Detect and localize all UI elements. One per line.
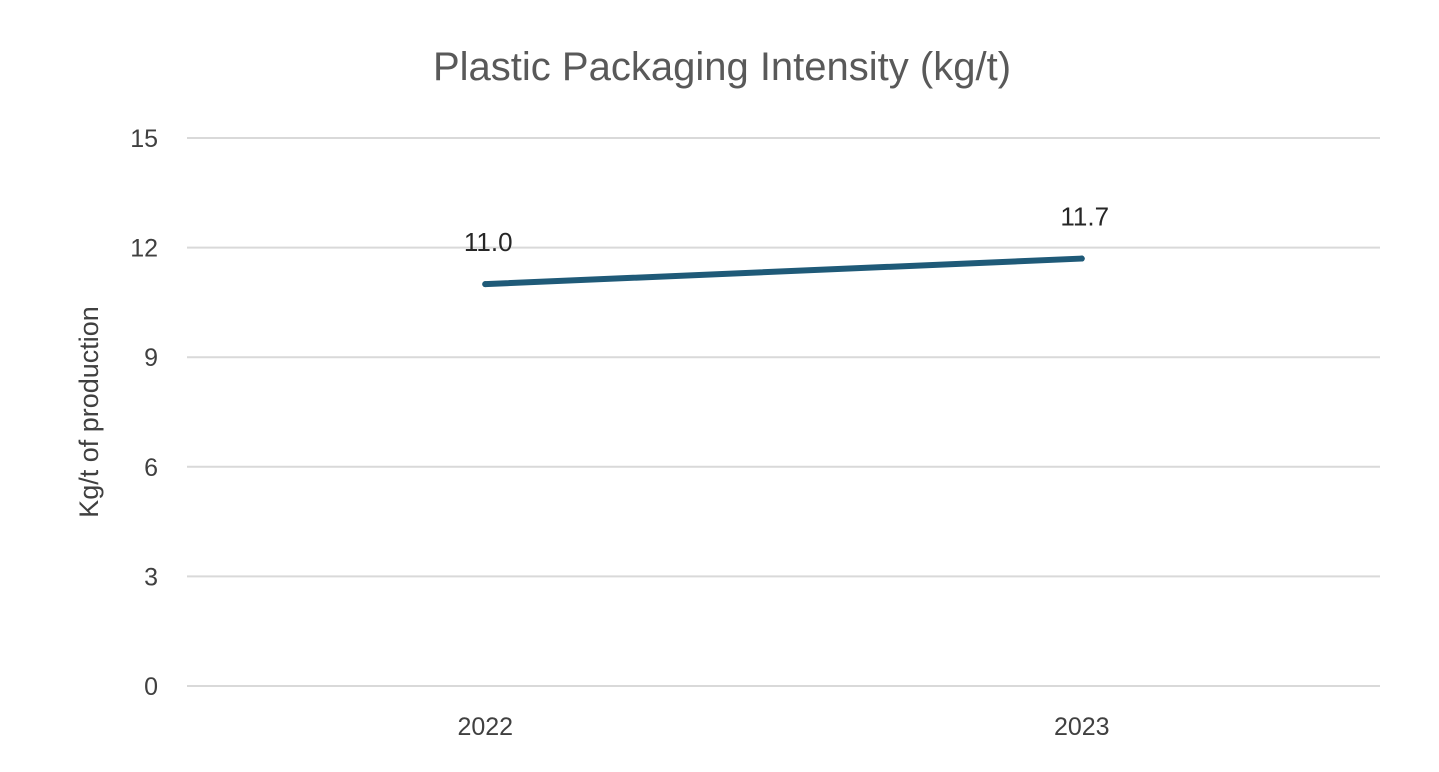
data-label-2023: 11.7 [1060, 202, 1109, 232]
y-tick-label-0: 0 [144, 673, 158, 701]
y-axis-title: Kg/t of production [74, 306, 104, 518]
data-labels: 11.0 11.7 [464, 202, 1109, 258]
series-group [482, 255, 1085, 288]
x-tick-label-2022: 2022 [457, 713, 513, 741]
data-point-2023 [1078, 255, 1085, 262]
series-line-0 [482, 255, 1085, 288]
y-tick-label-6: 6 [144, 454, 158, 482]
chart-title: Plastic Packaging Intensity (kg/t) [433, 45, 1011, 89]
y-tick-label-3: 3 [144, 563, 158, 591]
y-tick-label-12: 12 [130, 235, 158, 263]
y-tick-labels: 0 3 6 9 12 15 [130, 125, 158, 701]
data-point-2022 [482, 281, 489, 288]
x-tick-labels: 2022 2023 [457, 713, 1109, 741]
y-tick-label-15: 15 [130, 125, 158, 153]
x-tick-label-2023: 2023 [1054, 713, 1110, 741]
y-tick-label-9: 9 [144, 344, 158, 372]
gridlines [187, 137, 1380, 687]
data-label-2022: 11.0 [464, 227, 513, 257]
